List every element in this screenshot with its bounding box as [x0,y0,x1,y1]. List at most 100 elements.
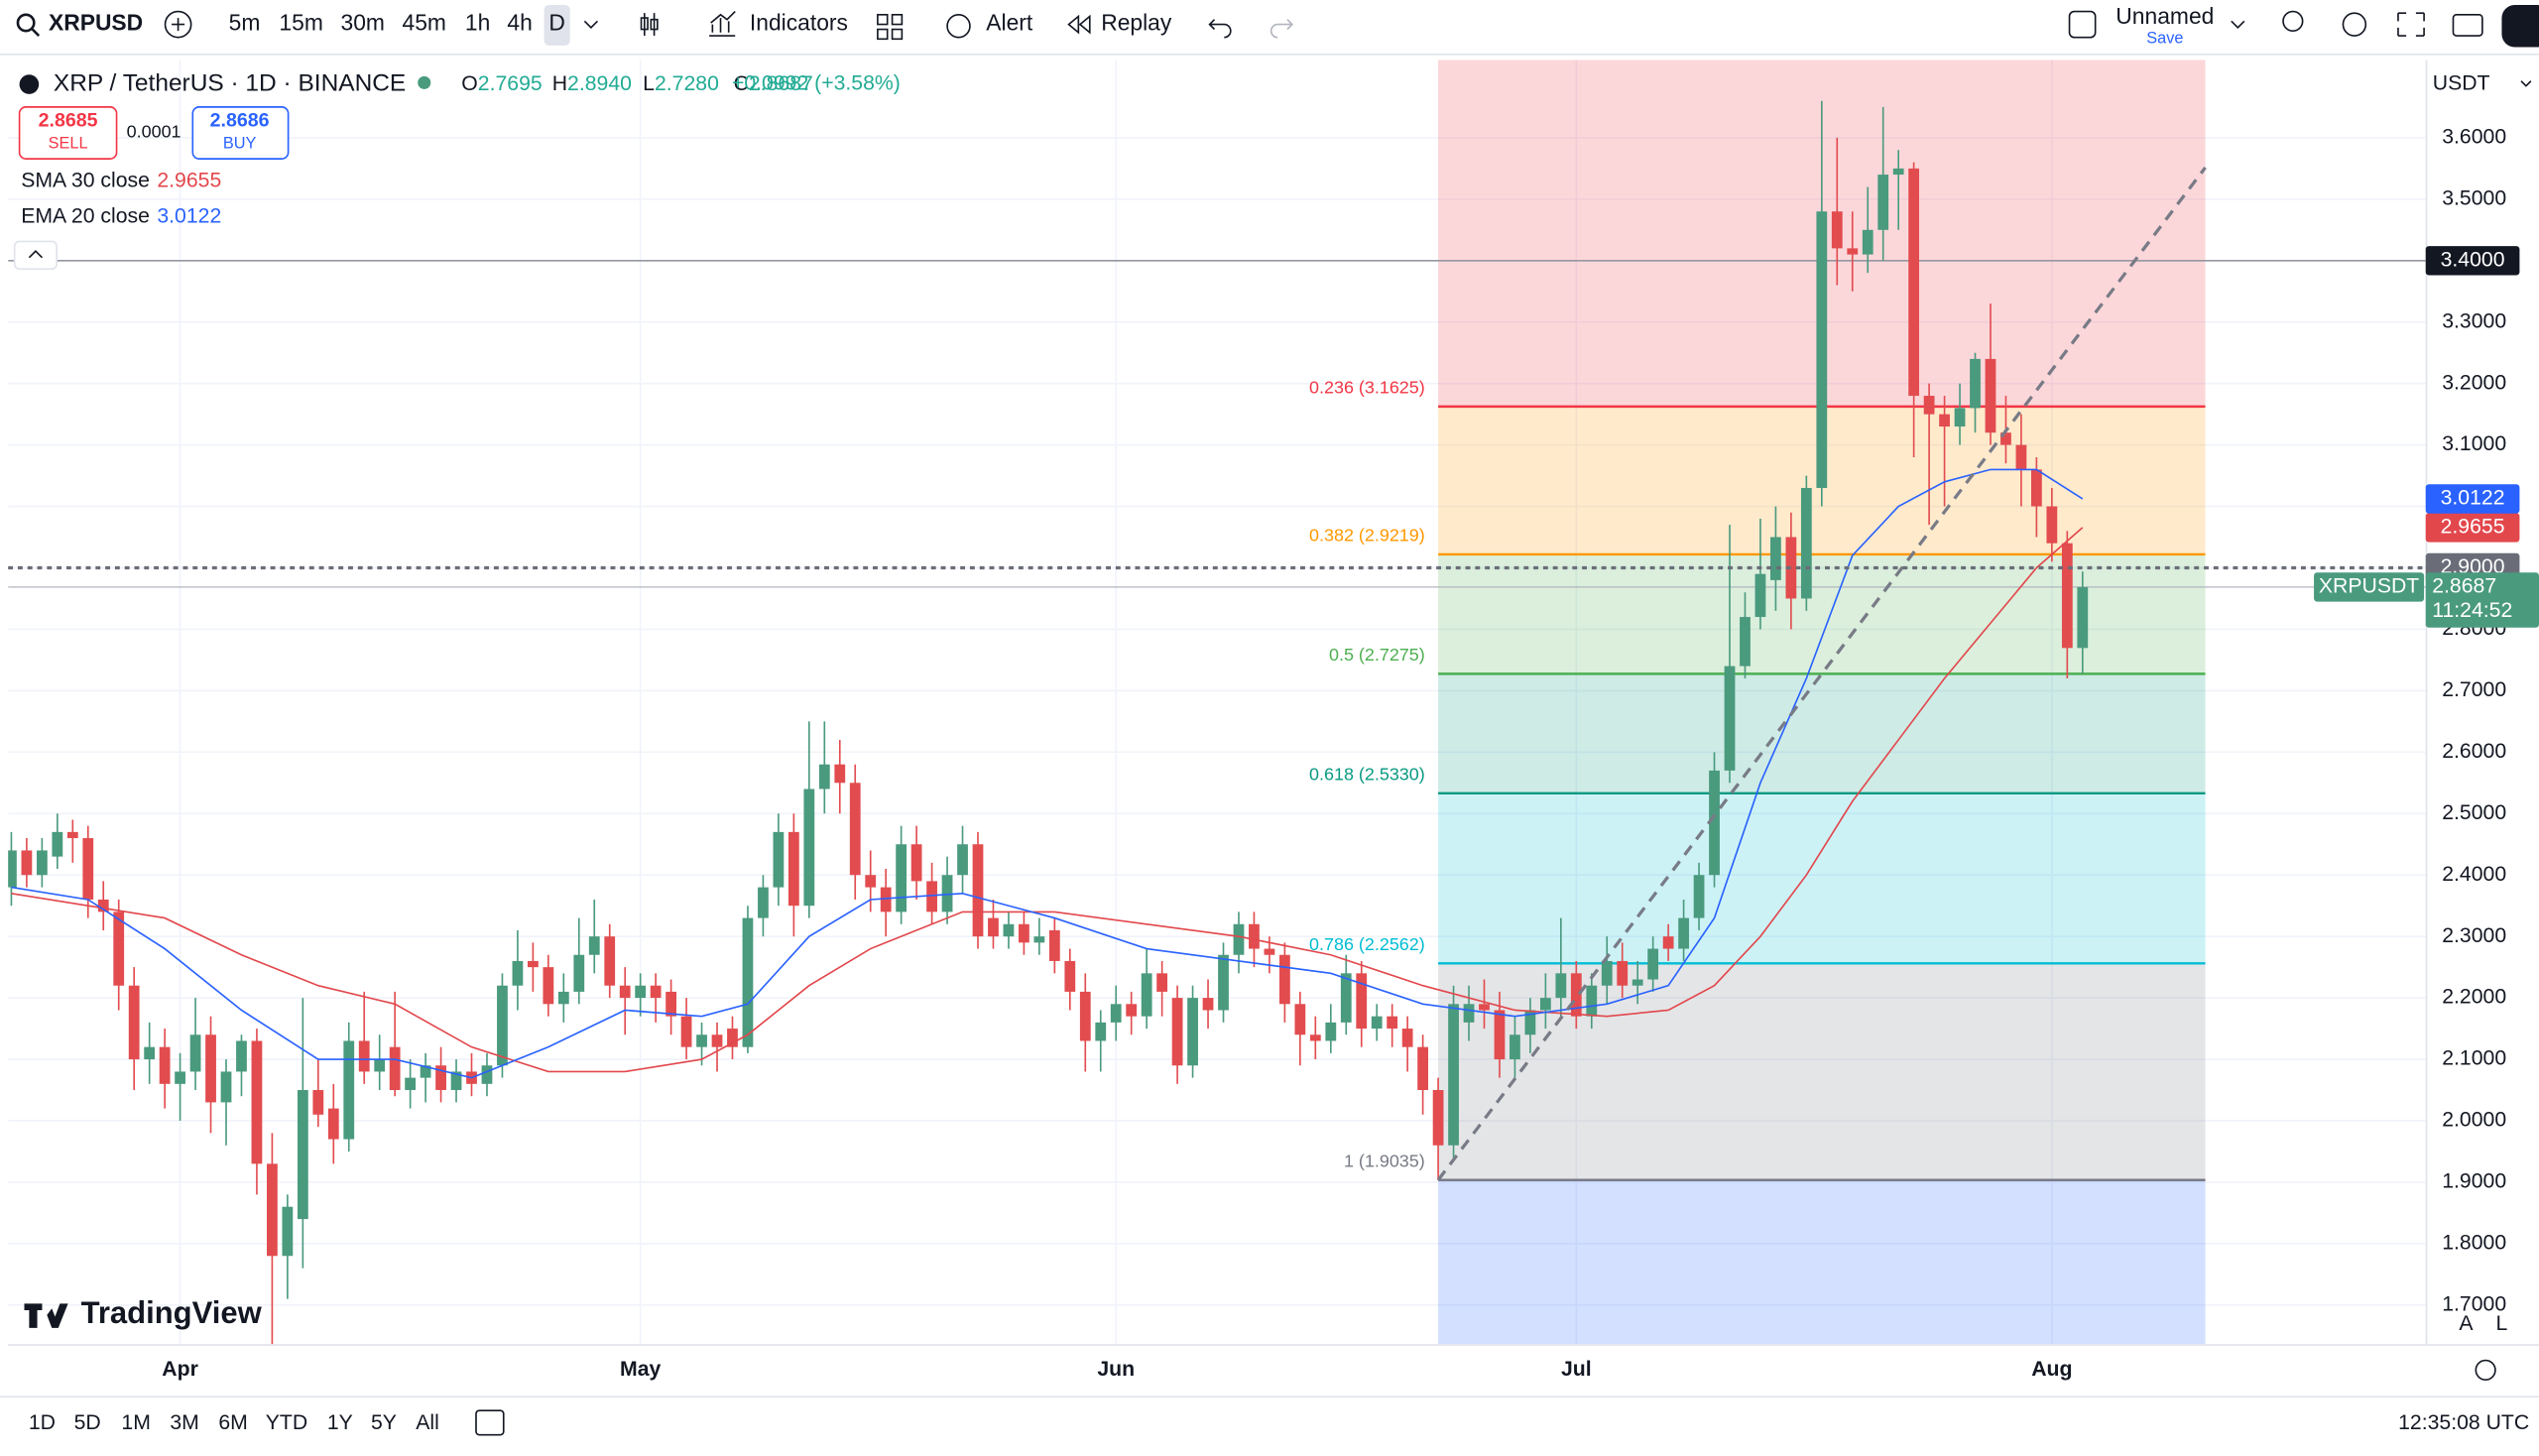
fib-label: 0.236 (3.1625) [1309,378,1425,398]
candle-body [297,1090,308,1220]
buy-button[interactable] [191,106,290,160]
ohlc-label: L [643,72,655,95]
publish-button[interactable] [2501,5,2539,48]
fib-band [1438,553,2206,674]
candle-body [1218,954,1229,1011]
auto-scale[interactable]: A [2459,1312,2474,1335]
currency-label[interactable]: USDT [2433,72,2490,95]
layout-name[interactable]: Unnamed [2116,3,2214,29]
range-button[interactable]: 5D [74,1411,101,1434]
candle-body [1417,1046,1428,1091]
candle-body [1479,1004,1490,1011]
alert-icon[interactable] [946,13,971,39]
candle-body [972,844,984,937]
candle-body [1617,960,1629,986]
indicators-button[interactable]: Indicators [750,10,848,36]
candle-body [1785,537,1797,599]
indicators-icon[interactable] [709,10,736,37]
settings[interactable] [2342,12,2367,37]
layouts-icon[interactable] [877,13,904,41]
range-button[interactable]: 1Y [327,1411,353,1434]
layout-menu[interactable] [2231,20,2245,30]
undo[interactable] [1208,19,1232,39]
sell-button[interactable] [18,106,118,160]
legend-title: XRP / TetherUS · 1D · BINANCE [54,69,406,96]
candle-body [236,1040,247,1072]
candle-body [189,1034,201,1072]
fullscreen[interactable] [2397,12,2425,37]
candle-body [711,1034,723,1047]
range-button[interactable]: 3M [170,1411,198,1434]
range-button[interactable]: 1M [121,1411,150,1434]
range-button[interactable]: 6M [218,1411,247,1434]
goto-date[interactable] [475,1409,505,1436]
range-button[interactable]: YTD [266,1411,307,1434]
replay-button[interactable]: Replay [1101,10,1172,36]
interval-button[interactable]: 5m [229,10,261,36]
candle-body [1019,923,1029,943]
log-scale[interactable]: L [2496,1312,2508,1335]
chart-settings[interactable] [2475,1359,2496,1381]
interval-button[interactable]: 4h [507,10,532,36]
horizontal-line-label: 3.4000 [2441,248,2505,271]
interval-button[interactable]: D [548,10,565,36]
candle-body [1309,1034,1321,1041]
candle-body [1923,396,1935,415]
candle-body [758,887,769,918]
y-tick-label: 2.6000 [2442,740,2506,763]
candle-body [1003,923,1015,937]
candle-body [773,831,785,888]
active-interval-bg [544,5,570,46]
layout-checkbox[interactable] [2068,10,2097,39]
candle-body [97,899,109,912]
candle-body [481,1065,493,1084]
currency-menu[interactable] [2520,80,2532,87]
candle-body [988,917,999,937]
ohlc-value: 2.7695 [478,72,543,95]
candle-body [1724,666,1736,771]
replay-icon[interactable] [1067,14,1091,35]
candle-body [557,991,569,1005]
candle-body [2000,432,2011,445]
y-tick-label: 1.8000 [2442,1231,2506,1254]
search-icon[interactable] [16,13,36,33]
alert-button[interactable]: Alert [986,10,1033,36]
chart-type-icon[interactable] [640,13,659,37]
candle-body [1202,998,1214,1011]
range-button[interactable]: 5Y [371,1411,397,1434]
indicator-marker-bg [2425,484,2520,514]
candle-body [635,985,647,999]
quick-search[interactable] [2282,10,2304,32]
candle-body [910,844,922,882]
candle-body [312,1090,324,1115]
sell-price: 2.8685 [39,110,98,132]
candle-body [1678,917,1689,949]
candle-body [1494,1010,1506,1060]
candle-body [2031,469,2042,507]
candle-body [1340,973,1352,1023]
y-tick-label: 1.7000 [2442,1292,2506,1315]
interval-button[interactable]: 45m [403,10,446,36]
candle-body [267,1163,278,1257]
redo[interactable] [1270,19,1294,39]
candle-body [1800,487,1812,599]
collapse-legend[interactable] [13,240,58,270]
candle-body [1171,998,1183,1066]
trend-line [1436,166,2207,1181]
interval-button[interactable]: 15m [279,10,322,36]
add-symbol[interactable] [164,10,192,39]
save-label[interactable]: Save [2146,30,2183,48]
candle-body [282,1206,294,1257]
interval-button[interactable]: 1h [465,10,490,36]
indicator-name: SMA 30 close [21,170,150,192]
candle-body [1510,1034,1520,1060]
range-button[interactable]: All [416,1411,439,1434]
indicator-name: EMA 20 close [21,205,150,228]
symbol[interactable]: XRPUSD [49,10,143,36]
range-button[interactable]: 1D [29,1411,56,1434]
candle-body [1249,923,1260,949]
interval-button[interactable]: 30m [340,10,384,36]
snapshot[interactable] [2452,13,2483,37]
indicator-line [11,468,2084,1079]
interval-menu[interactable] [583,20,599,30]
